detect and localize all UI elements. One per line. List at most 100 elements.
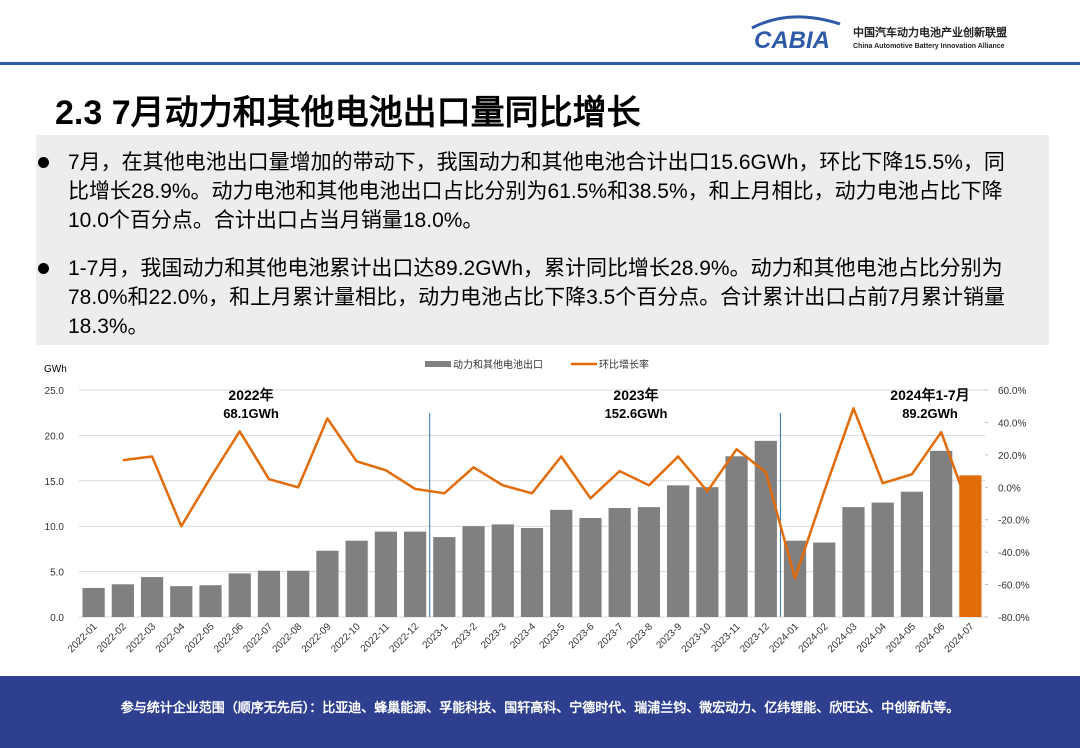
x-tick-label: 2024-05: [884, 621, 918, 655]
x-tick-label: 2023-1: [421, 621, 451, 651]
x-tick-label: 2022-06: [212, 621, 246, 655]
y2-tick-label: -60.0%: [998, 581, 1030, 592]
y-tick-label: 15.0: [45, 477, 65, 488]
bar: [579, 518, 602, 617]
x-tick-label: 2024-01: [767, 621, 801, 655]
x-tick-label: 2022-07: [241, 621, 275, 655]
annotation-total: 152.6GWh: [605, 406, 668, 421]
x-tick-label: 2024-03: [826, 621, 860, 655]
x-tick-label: 2023-5: [538, 621, 568, 651]
logo-arc: [751, 15, 841, 30]
y-tick-label: 25.0: [45, 386, 65, 397]
x-tick-label: 2024-06: [914, 621, 948, 655]
x-tick-label: 2023-4: [508, 621, 538, 651]
x-tick-label: 2022-12: [387, 621, 421, 655]
bar: [813, 542, 836, 617]
annotation-total: 89.2GWh: [902, 406, 958, 421]
bar: [287, 570, 310, 617]
x-tick-label: 2024-04: [855, 621, 889, 655]
bar: [199, 585, 222, 617]
bar: [316, 550, 339, 617]
x-tick-label: 2022-11: [359, 621, 393, 655]
annotation-year: 2022年: [228, 387, 273, 403]
x-tick-label: 2023-12: [738, 621, 772, 655]
y2-tick-label: 60.0%: [998, 386, 1026, 397]
bar: [111, 584, 134, 617]
bar: [140, 577, 164, 617]
annotation-year: 2024年1-7月: [890, 387, 969, 403]
org-en: China Automotive Battery Innovation Alli…: [853, 43, 1005, 50]
y-tick-label: 5.0: [50, 568, 64, 579]
x-tick-label: 2023-2: [450, 621, 480, 651]
x-tick-label: 2023-3: [479, 621, 509, 651]
x-tick-label: 2022-03: [124, 621, 158, 655]
bar: [871, 502, 894, 617]
org-cn: 中国汽车动力电池产业创新联盟: [853, 25, 1007, 39]
y-unit: GWh: [44, 364, 67, 375]
x-tick-label: 2022-05: [183, 621, 217, 655]
annotation-year: 2023年: [613, 387, 658, 403]
x-tick-label: 2024-02: [797, 621, 831, 655]
bar: [930, 450, 953, 617]
legend-swatch: [425, 361, 451, 367]
logo: CABIA: [754, 27, 830, 54]
x-tick-label: 2024-07: [943, 621, 977, 655]
bar: [345, 540, 368, 617]
bar: [257, 570, 281, 617]
bar: [550, 509, 573, 617]
legend-label: 环比增长率: [599, 358, 649, 371]
x-tick-label: 2022-02: [95, 621, 129, 655]
x-tick-label: 2023-10: [680, 621, 714, 655]
bullet-text: 7月，在其他电池出口量增加的带动下，我国动力和其他电池合计出口15.6GWh，环…: [68, 151, 1005, 232]
bar: [725, 456, 748, 617]
slide-title: 2.3 7月动力和其他电池出口量同比增长: [55, 94, 641, 132]
bar: [170, 586, 193, 617]
x-tick-label: 2023-7: [596, 621, 626, 651]
bar: [667, 485, 690, 617]
bar: [842, 507, 865, 617]
y2-tick-label: -80.0%: [998, 613, 1030, 624]
bar: [959, 475, 982, 617]
bar: [403, 531, 427, 617]
bar: [637, 507, 661, 617]
annotation-total: 68.1GWh: [223, 406, 279, 421]
header-rule: [0, 62, 1080, 65]
bar: [433, 537, 456, 617]
x-tick-label: 2023-8: [625, 621, 655, 651]
y-tick-label: 10.0: [45, 522, 65, 533]
bar: [82, 587, 105, 617]
y-tick-label: 0.0: [50, 613, 64, 624]
x-tick-label: 2022-01: [66, 621, 100, 655]
bullet-dot: [38, 263, 49, 274]
bar: [462, 526, 485, 617]
bar: [491, 524, 514, 617]
y-tick-label: 20.0: [45, 431, 65, 442]
bar: [754, 440, 777, 617]
x-tick-label: 2023-6: [567, 621, 597, 651]
x-tick-label: 2022-08: [271, 621, 305, 655]
y2-tick-label: -40.0%: [998, 548, 1030, 559]
bar: [696, 487, 719, 617]
x-tick-label: 2023-11: [709, 621, 743, 655]
y2-tick-label: -20.0%: [998, 516, 1030, 527]
bar: [374, 531, 397, 617]
x-tick-label: 2022-04: [154, 621, 188, 655]
bar: [228, 573, 251, 617]
x-tick-label: 2022-10: [329, 621, 363, 655]
legend-label: 动力和其他电池出口: [453, 358, 543, 371]
text-panel: [36, 135, 1049, 345]
line: [122, 407, 972, 580]
y2-tick-label: 40.0%: [998, 418, 1026, 429]
bar: [608, 508, 631, 617]
x-tick-label: 2022-09: [300, 621, 334, 655]
bar: [520, 528, 544, 617]
y2-tick-label: 20.0%: [998, 451, 1026, 462]
bar: [900, 491, 924, 617]
bullet-text: 1-7月，我国动力和其他电池累计出口达89.2GWh，累计同比增长28.9%。动…: [68, 257, 1005, 338]
footer-band: [0, 676, 1080, 748]
footer-text: 参与统计企业范围（顺序无先后）：比亚迪、蜂巢能源、孚能科技、国轩高科、宁德时代、…: [121, 700, 960, 715]
y2-tick-label: 0.0%: [998, 483, 1021, 494]
bullet-dot: [38, 157, 49, 168]
